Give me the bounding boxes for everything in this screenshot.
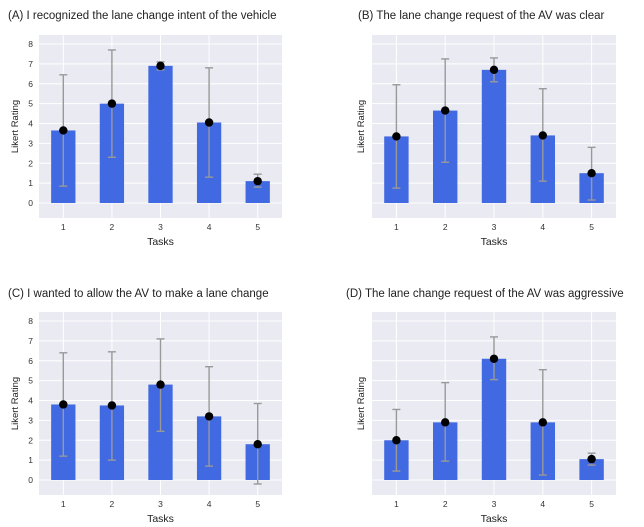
y-tick-label: 1 <box>28 455 33 465</box>
x-axis-label: Tasks <box>481 236 508 248</box>
y-tick-label: 2 <box>28 435 33 445</box>
x-tick-label: 3 <box>492 499 497 509</box>
x-tick-label: 1 <box>61 222 66 232</box>
mean-point-task-1 <box>392 132 401 141</box>
chart-title: (A) I recognized the lane change intent … <box>8 10 277 22</box>
mean-point-task-3 <box>489 65 499 75</box>
chart-title: (D) The lane change request of the AV wa… <box>346 288 624 300</box>
x-tick-label: 2 <box>443 499 448 509</box>
y-tick-label: 6 <box>28 356 33 366</box>
mean-point-task-1 <box>392 436 401 445</box>
x-tick-label: 3 <box>158 499 163 509</box>
mean-point-task-5 <box>587 168 596 178</box>
x-tick-label: 1 <box>61 499 66 509</box>
mean-point-task-4 <box>538 418 547 427</box>
y-axis-label: Likert Rating <box>10 100 21 153</box>
x-tick-label: 3 <box>158 222 163 232</box>
x-tick-label: 2 <box>443 222 448 232</box>
x-tick-label: 5 <box>589 499 594 509</box>
x-tick-label: 5 <box>589 222 594 232</box>
mean-point-task-3 <box>156 61 165 71</box>
mean-point-task-3 <box>156 380 165 389</box>
y-tick-label: 1 <box>28 178 33 188</box>
mean-point-task-4 <box>204 118 214 127</box>
y-tick-label: 0 <box>28 198 33 208</box>
bar-task-3 <box>481 69 507 204</box>
mean-point-task-2 <box>441 106 450 115</box>
x-tick-label: 1 <box>394 499 399 509</box>
chart-title: (C) I wanted to allow the AV to make a l… <box>8 288 269 300</box>
x-axis-label: Tasks <box>147 513 174 525</box>
y-tick-label: 8 <box>28 39 33 49</box>
x-tick-label: 4 <box>540 222 545 232</box>
chart-panel-1: 1 2 3 4 5 0 1 2 3 4 5 6 7 8 Tasks Likert Rating (A) I re… <box>8 10 282 248</box>
mean-point-task-2 <box>107 99 117 108</box>
x-axis-label: Tasks <box>147 236 174 248</box>
chart-panel-3: 1 2 3 4 5 0 1 2 3 4 5 6 7 8 Tasks Likert Rating (C) I wa… <box>8 288 282 525</box>
y-tick-label: 0 <box>28 475 33 485</box>
mean-point-task-3 <box>489 354 499 363</box>
y-tick-label: 8 <box>28 316 33 326</box>
x-tick-label: 4 <box>207 499 212 509</box>
y-tick-label: 4 <box>28 396 33 406</box>
mean-point-task-4 <box>538 131 547 140</box>
x-tick-label: 5 <box>255 499 260 509</box>
y-axis-label: Likert Rating <box>10 377 21 430</box>
mean-point-task-5 <box>253 176 262 186</box>
bar-task-5 <box>579 459 604 480</box>
chart-title: (B) The lane change request of the AV wa… <box>358 10 604 22</box>
y-tick-label: 2 <box>28 158 33 168</box>
bar-task-5 <box>245 181 270 203</box>
x-tick-label: 3 <box>492 222 497 232</box>
y-tick-label: 3 <box>28 415 33 425</box>
y-tick-label: 4 <box>28 119 33 129</box>
x-tick-label: 2 <box>110 499 115 509</box>
bar-task-3 <box>148 65 173 203</box>
mean-point-task-5 <box>587 454 596 464</box>
mean-point-task-1 <box>59 126 68 135</box>
chart-panel-2: 1 2 3 4 5 Tasks Likert Rating (B) The lane chan… <box>356 10 616 248</box>
x-tick-label: 1 <box>394 222 399 232</box>
y-tick-label: 5 <box>28 376 33 386</box>
x-tick-label: 5 <box>255 222 260 232</box>
x-tick-label: 4 <box>540 499 545 509</box>
mean-point-task-2 <box>107 401 117 410</box>
y-tick-label: 6 <box>28 79 33 89</box>
x-axis-label: Tasks <box>481 513 508 525</box>
mean-point-task-4 <box>204 412 214 421</box>
chart-panel-4: 1 2 3 4 5 Tasks Likert Rating (D) The lane chan… <box>346 288 624 525</box>
y-tick-label: 7 <box>28 59 33 69</box>
x-tick-label: 2 <box>110 222 115 232</box>
x-tick-label: 4 <box>207 222 212 232</box>
y-tick-label: 5 <box>28 99 33 109</box>
y-tick-label: 3 <box>28 138 33 148</box>
y-tick-label: 7 <box>28 336 33 346</box>
mean-point-task-5 <box>253 440 262 449</box>
y-axis-label: Likert Rating <box>356 100 367 153</box>
mean-point-task-2 <box>441 418 450 427</box>
y-axis-label: Likert Rating <box>356 377 367 430</box>
mean-point-task-1 <box>59 400 68 409</box>
